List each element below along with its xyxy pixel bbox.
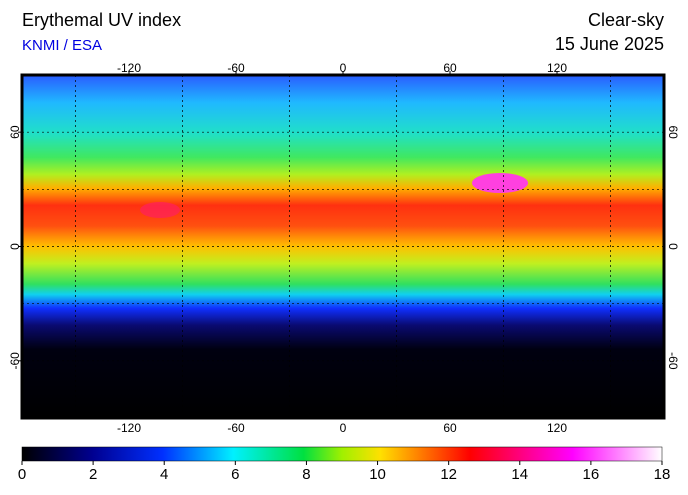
colorbar-label: 8: [302, 466, 310, 483]
lat-label: -60: [8, 352, 22, 370]
lat-label: 60: [666, 125, 680, 139]
lat-label: -60: [666, 352, 680, 370]
lat-label: 60: [8, 125, 22, 139]
lon-label: 0: [340, 61, 347, 75]
lon-label: -120: [117, 61, 141, 75]
lat-label: 0: [8, 243, 22, 250]
colorbar-label: 0: [18, 466, 26, 483]
lon-label: 120: [547, 421, 567, 435]
colorbar-label: 6: [231, 466, 239, 483]
lon-label: 0: [340, 421, 347, 435]
title: Erythemal UV index: [22, 10, 181, 30]
colorbar-label: 4: [160, 466, 168, 483]
lon-label: -120: [117, 421, 141, 435]
date: 15 June 2025: [555, 34, 664, 54]
source: KNMI / ESA: [22, 37, 102, 54]
tibet-high-uv: [472, 173, 528, 193]
lon-label: 120: [547, 61, 567, 75]
colorbar-label: 16: [583, 466, 600, 483]
mode: Clear-sky: [588, 10, 664, 30]
colorbar-label: 10: [369, 466, 386, 483]
colorbar-label: 2: [89, 466, 97, 483]
lon-label: -60: [227, 61, 245, 75]
lon-label: -60: [227, 421, 245, 435]
colorbar-label: 18: [654, 466, 671, 483]
lat-label: 0: [666, 243, 680, 250]
lon-label: 60: [443, 421, 457, 435]
colorbar-label: 14: [511, 466, 528, 483]
high-uv-region: [140, 202, 180, 218]
colorbar-label: 12: [440, 466, 457, 483]
colorbar: [21, 446, 663, 462]
lon-label: 60: [443, 61, 457, 75]
